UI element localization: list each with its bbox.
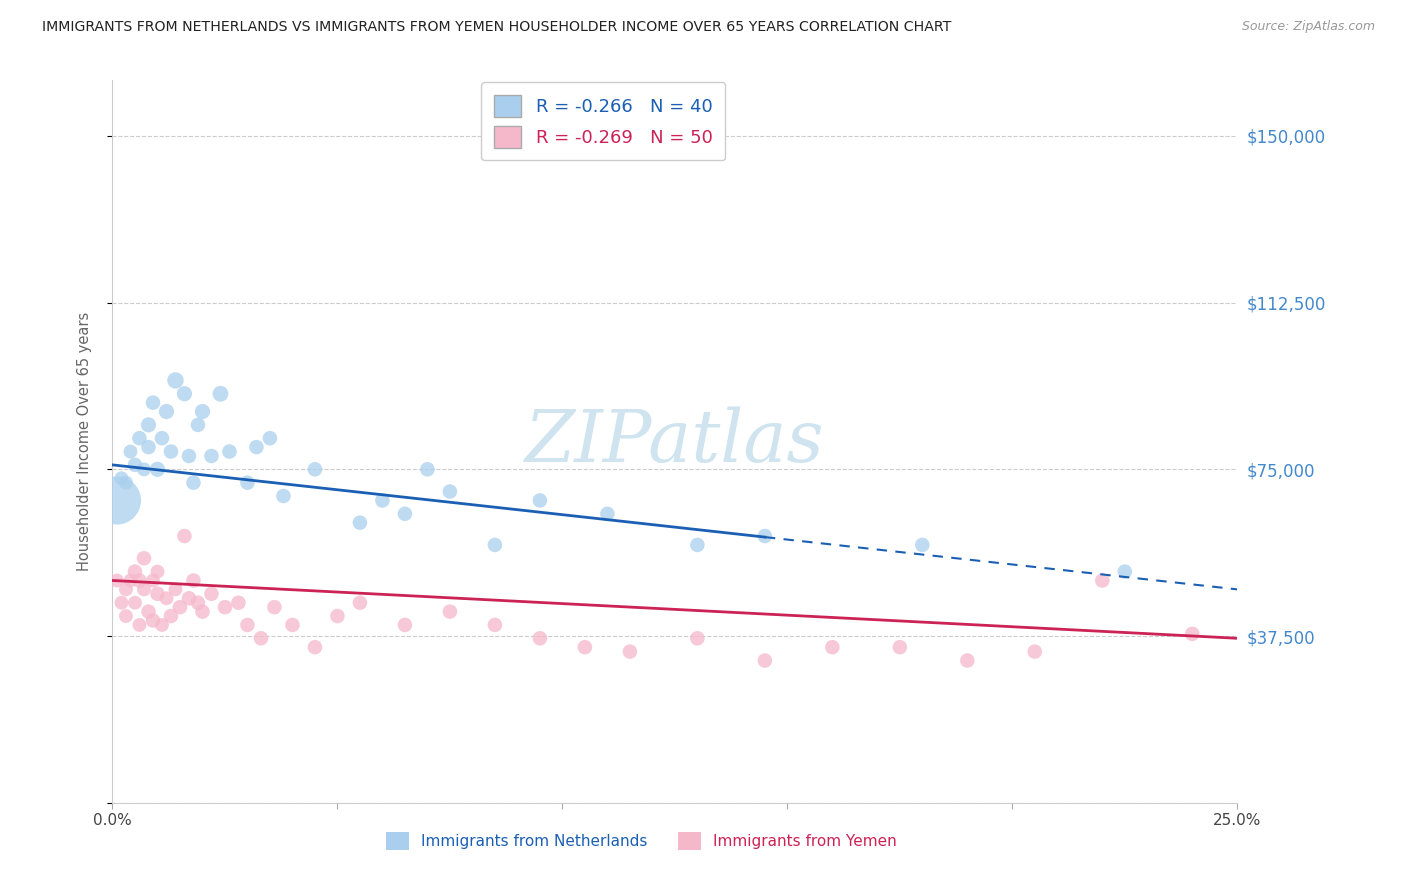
Point: [529, 632, 551, 646]
Point: [110, 471, 132, 485]
Text: IMMIGRANTS FROM NETHERLANDS VS IMMIGRANTS FROM YEMEN HOUSEHOLDER INCOME OVER 65 : IMMIGRANTS FROM NETHERLANDS VS IMMIGRANT…: [42, 20, 952, 34]
Point: [1181, 627, 1204, 641]
Point: [686, 538, 709, 552]
Point: [394, 618, 416, 632]
Point: [259, 431, 281, 445]
Point: [132, 462, 155, 476]
Point: [138, 417, 160, 432]
Point: [138, 440, 160, 454]
Point: [132, 551, 155, 566]
Point: [326, 609, 349, 624]
Point: [124, 458, 146, 472]
Point: [200, 587, 222, 601]
Point: [142, 395, 165, 409]
Point: [169, 600, 191, 615]
Point: [574, 640, 596, 655]
Point: [821, 640, 844, 655]
Point: [200, 449, 222, 463]
Point: [187, 596, 209, 610]
Point: [1024, 645, 1046, 659]
Point: [115, 582, 138, 597]
Point: [754, 529, 776, 543]
Point: [263, 600, 285, 615]
Point: [754, 653, 776, 667]
Point: [619, 645, 641, 659]
Point: [155, 404, 177, 418]
Point: [183, 574, 205, 588]
Point: [1091, 574, 1114, 588]
Point: [214, 600, 236, 615]
Point: [160, 609, 183, 624]
Text: ZIPatlas: ZIPatlas: [524, 406, 825, 477]
Point: [110, 596, 132, 610]
Point: [371, 493, 394, 508]
Point: [124, 565, 146, 579]
Point: [245, 440, 267, 454]
Legend: Immigrants from Netherlands, Immigrants from Yemen: Immigrants from Netherlands, Immigrants …: [380, 826, 903, 856]
Point: [209, 386, 232, 401]
Point: [956, 653, 979, 667]
Point: [128, 574, 150, 588]
Point: [218, 444, 240, 458]
Point: [105, 574, 128, 588]
Point: [686, 632, 709, 646]
Point: [165, 582, 187, 597]
Point: [228, 596, 250, 610]
Point: [105, 493, 128, 508]
Point: [128, 431, 150, 445]
Point: [142, 614, 165, 628]
Point: [183, 475, 205, 490]
Point: [191, 404, 214, 418]
Point: [173, 529, 195, 543]
Point: [304, 462, 326, 476]
Y-axis label: Householder Income Over 65 years: Householder Income Over 65 years: [77, 312, 91, 571]
Point: [155, 591, 177, 606]
Point: [236, 618, 259, 632]
Point: [150, 618, 173, 632]
Point: [115, 609, 138, 624]
Point: [173, 386, 195, 401]
Point: [273, 489, 295, 503]
Point: [142, 574, 165, 588]
Point: [146, 587, 169, 601]
Point: [191, 605, 214, 619]
Point: [349, 596, 371, 610]
Point: [281, 618, 304, 632]
Text: Source: ZipAtlas.com: Source: ZipAtlas.com: [1241, 20, 1375, 33]
Point: [394, 507, 416, 521]
Point: [484, 618, 506, 632]
Point: [150, 431, 173, 445]
Point: [132, 582, 155, 597]
Point: [124, 596, 146, 610]
Point: [128, 618, 150, 632]
Point: [138, 605, 160, 619]
Point: [120, 444, 142, 458]
Point: [165, 373, 187, 387]
Point: [177, 591, 200, 606]
Point: [120, 574, 142, 588]
Point: [187, 417, 209, 432]
Point: [160, 444, 183, 458]
Point: [529, 493, 551, 508]
Point: [439, 605, 461, 619]
Point: [911, 538, 934, 552]
Point: [250, 632, 273, 646]
Point: [349, 516, 371, 530]
Point: [416, 462, 439, 476]
Point: [146, 565, 169, 579]
Point: [439, 484, 461, 499]
Point: [115, 475, 138, 490]
Point: [889, 640, 911, 655]
Point: [484, 538, 506, 552]
Point: [177, 449, 200, 463]
Point: [1114, 565, 1136, 579]
Point: [236, 475, 259, 490]
Point: [304, 640, 326, 655]
Point: [596, 507, 619, 521]
Point: [146, 462, 169, 476]
